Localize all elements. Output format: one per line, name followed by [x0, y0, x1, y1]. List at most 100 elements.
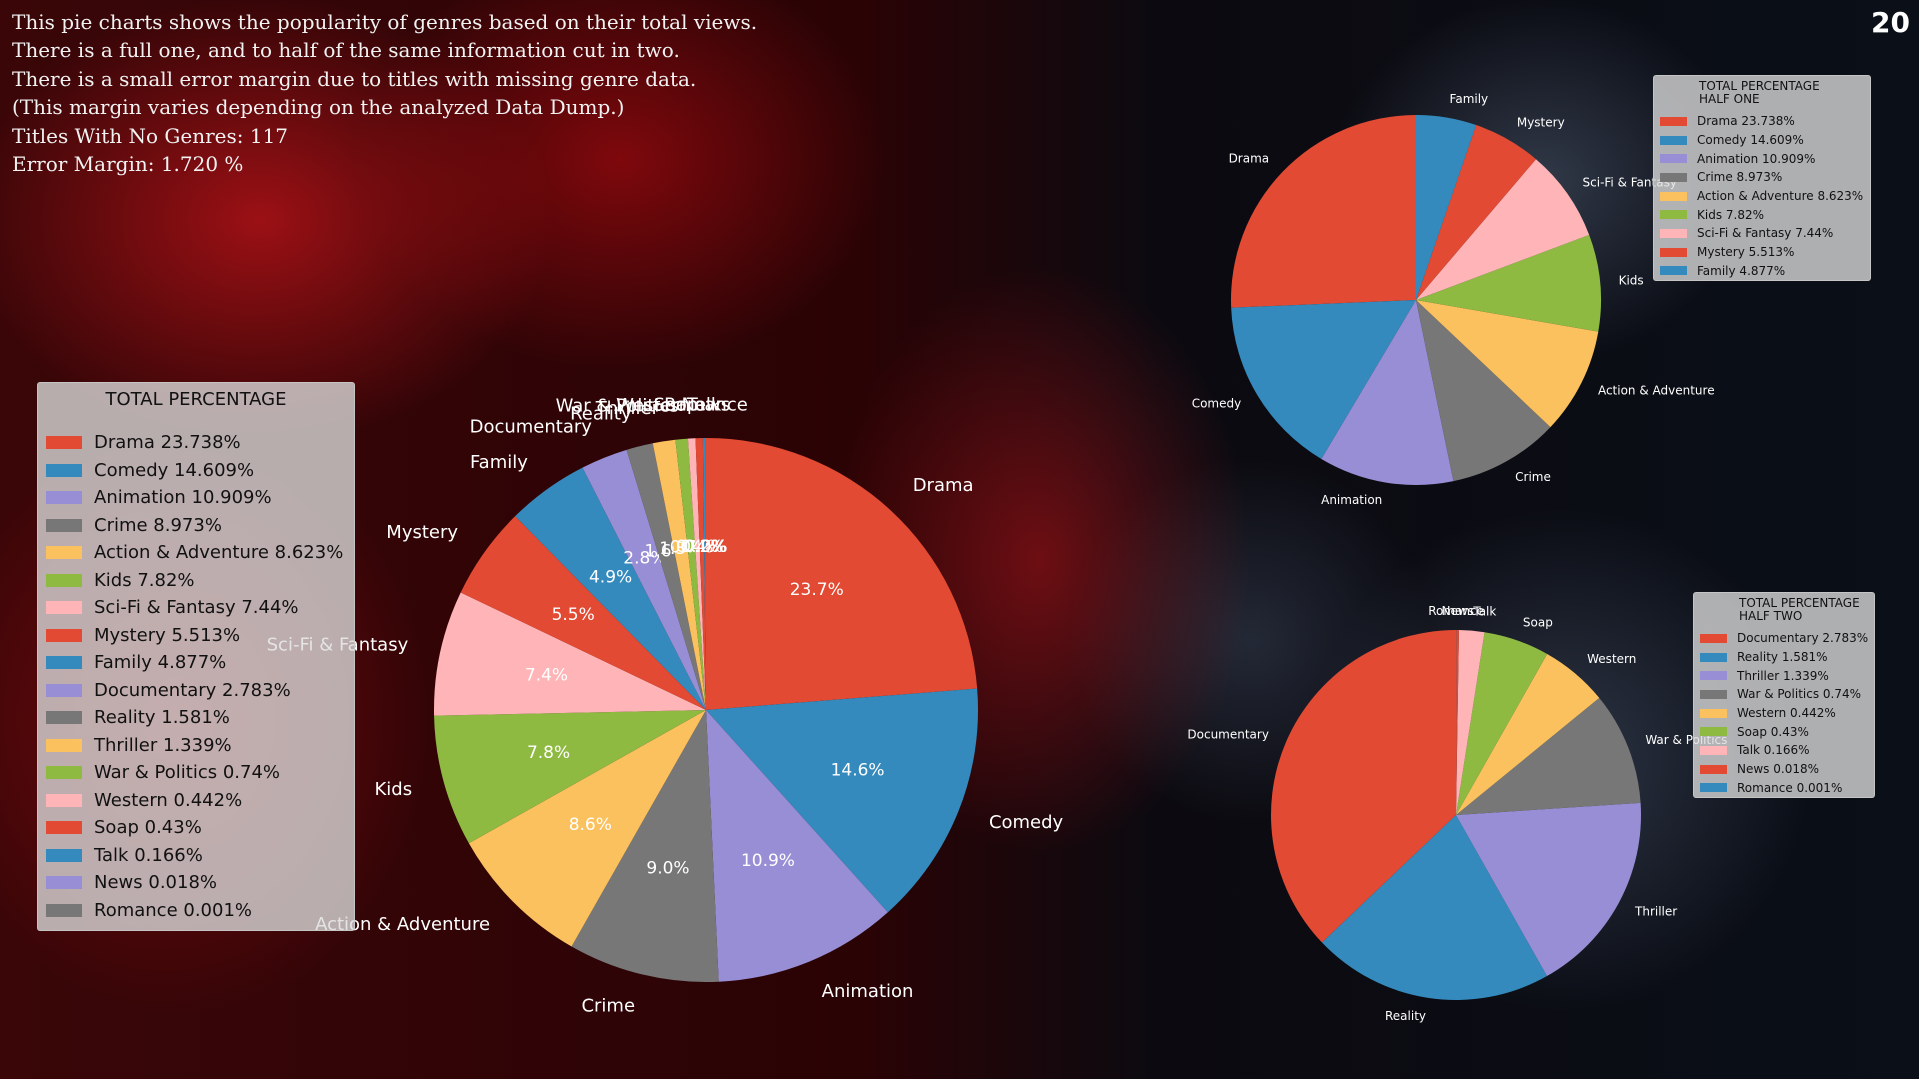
slice-label: Thriller — [595, 398, 660, 419]
legend-label: Sci-Fi & Fantasy 7.44% — [1697, 226, 1834, 241]
legend-swatch — [1700, 708, 1727, 718]
description-line: There is a small error margin due to tit… — [12, 66, 697, 91]
description-line: (This margin varies depending on the ana… — [12, 95, 625, 120]
legend-item: Mystery 5.513% — [38, 622, 354, 650]
legend-item: News 0.018% — [1694, 760, 1874, 779]
titles-no-genres: Titles With No Genres: 117 — [12, 123, 289, 148]
pie-slice — [460, 516, 706, 710]
legend-swatch — [1660, 228, 1687, 238]
legend-item: Sci-Fi & Fantasy 7.44% — [38, 594, 354, 622]
slice-label: Thriller — [1634, 904, 1677, 918]
legend-item: Documentary 2.783% — [1694, 629, 1874, 648]
pie-slice — [1456, 630, 1459, 815]
legend-label: Soap 0.43% — [94, 817, 202, 839]
slice-label: Comedy — [989, 812, 1064, 833]
pie-slice — [434, 592, 706, 716]
pie-slice — [675, 438, 706, 710]
legend-label: Comedy 14.609% — [1697, 133, 1804, 148]
pie-chart-1: Drama 23.7% Comedy 14.6% Animation 10.9% Crime… — [267, 394, 1064, 1016]
slice-percent-label: 7.4% — [525, 665, 568, 685]
legend-swatch — [1660, 154, 1687, 164]
slice-label: Western — [1587, 652, 1636, 666]
legend-swatch — [46, 738, 82, 752]
legend-label: Talk 0.166% — [94, 844, 203, 866]
pie-slice — [1456, 632, 1548, 815]
legend-item: News 0.018% — [38, 869, 354, 897]
legend-swatch — [46, 876, 82, 890]
slice-label: Family — [1450, 92, 1489, 106]
legend-item: Talk 0.166% — [1694, 741, 1874, 760]
legend-swatch — [46, 573, 82, 587]
pie-slice — [1416, 125, 1536, 300]
pie-slice — [1416, 115, 1477, 300]
slice-percent-label: 4.9% — [589, 568, 632, 588]
legend-swatch — [46, 518, 82, 532]
legend-label: Mystery 5.513% — [1697, 245, 1795, 260]
legend-swatch — [1700, 689, 1727, 699]
slice-percent-label: 0.4% — [676, 537, 719, 557]
slice-label: Action & Adventure — [315, 914, 490, 935]
legend-swatch — [1660, 191, 1687, 201]
legend-item: Comedy 14.609% — [38, 457, 354, 485]
slice-label: Documentary — [1187, 727, 1269, 741]
slice-label: Action & Adventure — [1598, 384, 1715, 398]
pie-slice — [652, 439, 706, 710]
legend-label: Sci-Fi & Fantasy 7.44% — [94, 597, 299, 619]
legend-item: Kids 7.82% — [38, 567, 354, 595]
legend-label: Thriller 1.339% — [1737, 668, 1829, 683]
error-margin: Error Margin: 1.720 % — [12, 152, 244, 177]
legend-swatch — [46, 683, 82, 697]
slice-label: Romance — [1428, 604, 1484, 618]
slice-percent-label: 9.0% — [646, 859, 689, 879]
legend-item: Documentary 2.783% — [38, 677, 354, 705]
slice-percent-label: 0.4% — [680, 537, 723, 557]
legend-label: News 0.018% — [1737, 762, 1819, 777]
slice-percent-label: 5.5% — [552, 605, 595, 625]
slice-label: Reality — [570, 404, 632, 425]
legend-label: Family 4.877% — [94, 652, 227, 674]
pie-slice — [468, 710, 706, 947]
pie-slice — [1456, 654, 1600, 815]
pie-chart-2: Drama Comedy Animation Crime Action & Advent… — [1192, 92, 1715, 507]
legend-item: Thriller 1.339% — [1694, 666, 1874, 685]
page-number: 20 — [1871, 6, 1910, 39]
legend-item: Crime 8.973% — [38, 512, 354, 540]
legend-item: Talk 0.166% — [38, 842, 354, 870]
legend-swatch — [1700, 633, 1727, 643]
pie-slice — [1416, 300, 1551, 482]
pie-slice — [1271, 630, 1456, 943]
legend-label: Action & Adventure 8.623% — [94, 542, 344, 564]
pie-slice — [571, 710, 719, 982]
pie-slice — [1231, 300, 1416, 459]
slice-label: Mystery — [386, 522, 458, 543]
legend-item: War & Politics 0.74% — [1694, 685, 1874, 704]
legend-item: Reality 1.581% — [1694, 648, 1874, 667]
slice-label: Drama — [1229, 152, 1270, 166]
legend-swatch — [46, 848, 82, 862]
legend-swatch — [46, 463, 82, 477]
slice-percent-label: 14.6% — [831, 760, 885, 780]
legend-item: Family 4.877% — [1654, 262, 1870, 281]
legend-title: TOTAL PERCENTAGE HALF TWO — [1694, 597, 1874, 623]
legend-item: Soap 0.43% — [1694, 722, 1874, 741]
legend-label: Kids 7.82% — [94, 569, 195, 591]
slice-percent-label: 10.9% — [741, 851, 795, 871]
slice-label: News — [1441, 604, 1473, 618]
legend-item: War & Politics 0.74% — [38, 759, 354, 787]
pie-slice — [582, 449, 706, 710]
legend-title-line: TOTAL PERCENTAGE — [1739, 596, 1860, 610]
legend-label: Animation 10.909% — [1697, 151, 1816, 166]
legend-label: Drama 23.738% — [1697, 114, 1795, 129]
legend-item: Action & Adventure 8.623% — [1654, 187, 1870, 206]
legend-title: TOTAL PERCENTAGE HALF ONE — [1654, 80, 1870, 106]
pie-slice — [515, 467, 706, 710]
pie-slice — [1230, 115, 1416, 308]
legend-swatch — [46, 546, 82, 560]
slice-label: Family — [470, 452, 528, 473]
legend-label: Kids 7.82% — [1697, 207, 1765, 222]
legend-label: Crime 8.973% — [94, 514, 222, 536]
legend-item: Sci-Fi & Fantasy 7.44% — [1654, 224, 1870, 243]
legend-label: Mystery 5.513% — [94, 624, 241, 646]
